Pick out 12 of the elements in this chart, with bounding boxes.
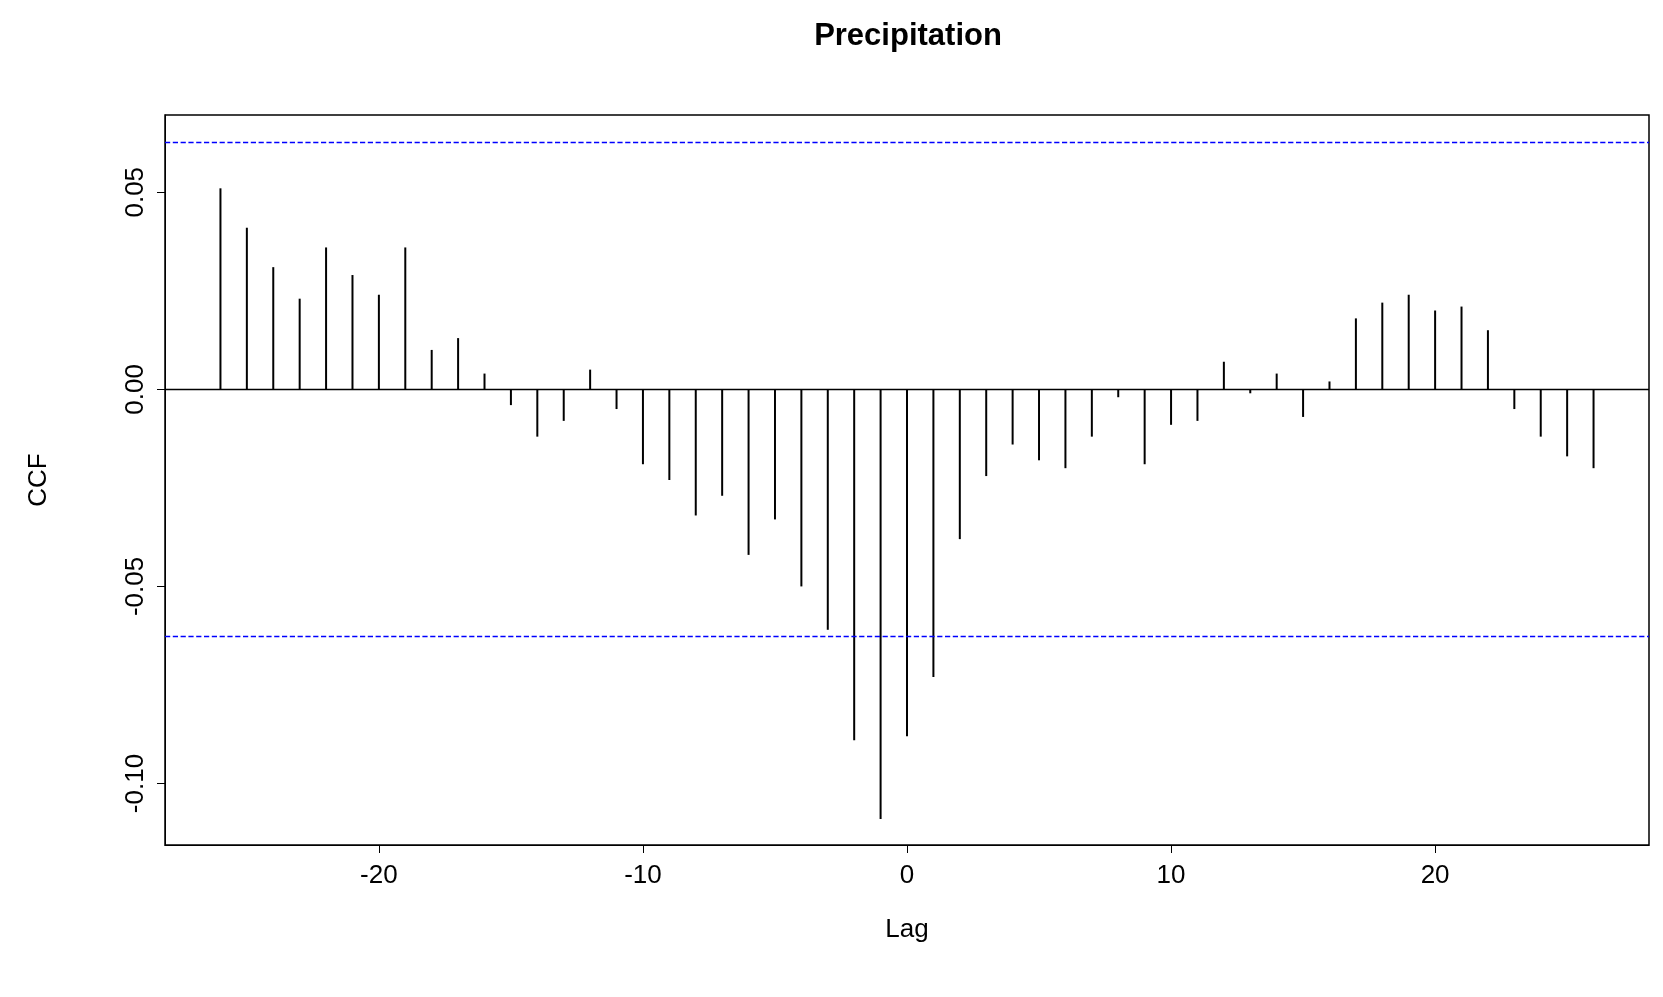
y-tick-label: 0.00 [119, 364, 149, 415]
y-axis-title: CCF [22, 453, 52, 507]
chart-title: Precipitation [814, 17, 1002, 52]
x-tick-label: 0 [899, 859, 915, 889]
y-tick-label: -0.10 [119, 753, 149, 814]
y-tick-label: 0.05 [119, 166, 149, 218]
y-tick-label: -0.05 [119, 556, 149, 617]
x-tick-label: 20 [1420, 859, 1450, 889]
x-tick-label: -20 [360, 859, 398, 889]
x-axis-title: Lag [885, 913, 929, 943]
x-tick-label: 10 [1156, 859, 1186, 889]
x-tick-label: -10 [624, 859, 662, 889]
